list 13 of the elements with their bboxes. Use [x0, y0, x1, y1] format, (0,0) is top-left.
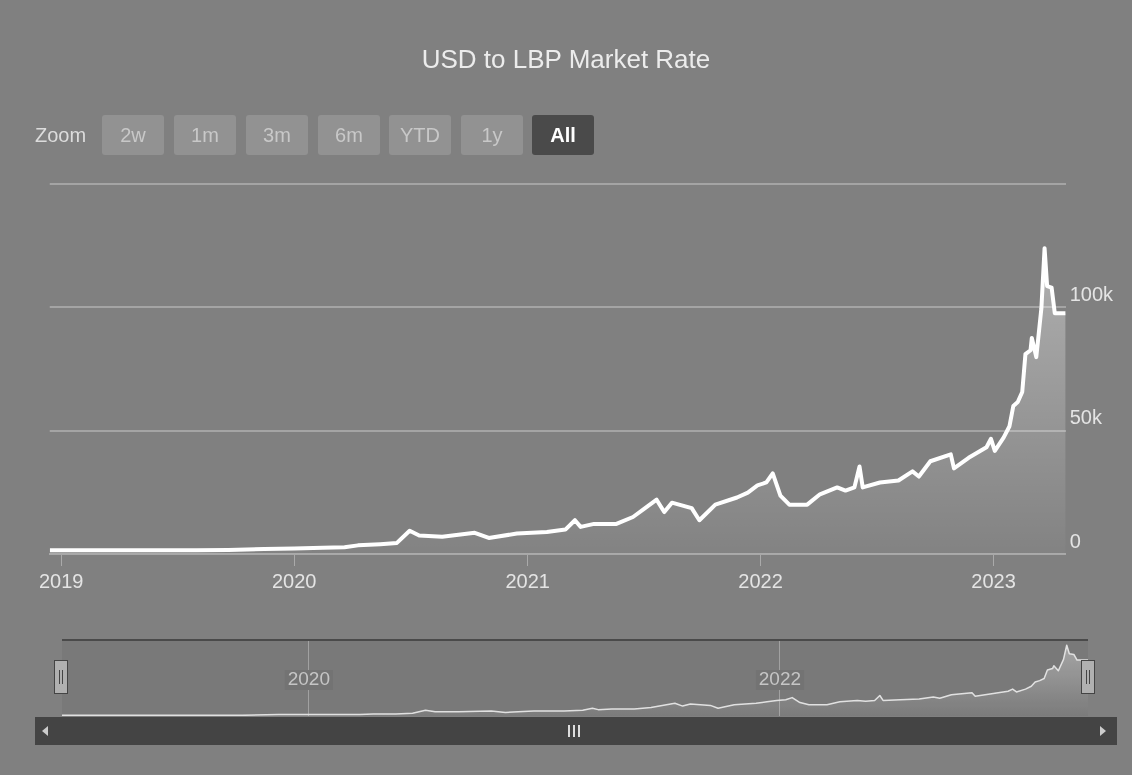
- text: Zoom: [35, 123, 87, 148]
- x-tick-label: 2022: [738, 569, 783, 592]
- x-tick-label: 2020: [287, 667, 330, 689]
- y-tick-label: 0: [1069, 529, 1081, 552]
- x-tick-label: 2019: [39, 569, 84, 592]
- y-tick-label: 100k: [1069, 282, 1114, 305]
- x-tick-label: 2022: [758, 667, 802, 689]
- x-tick-label: 2021: [505, 569, 550, 592]
- y-tick-label: 50k: [1069, 406, 1103, 429]
- x-tick-label: 2020: [271, 569, 317, 592]
- text: All: [532, 115, 594, 155]
- x-tick-label: 2023: [971, 569, 1016, 592]
- chart-title: USD to LBP Market Rate: [420, 44, 712, 75]
